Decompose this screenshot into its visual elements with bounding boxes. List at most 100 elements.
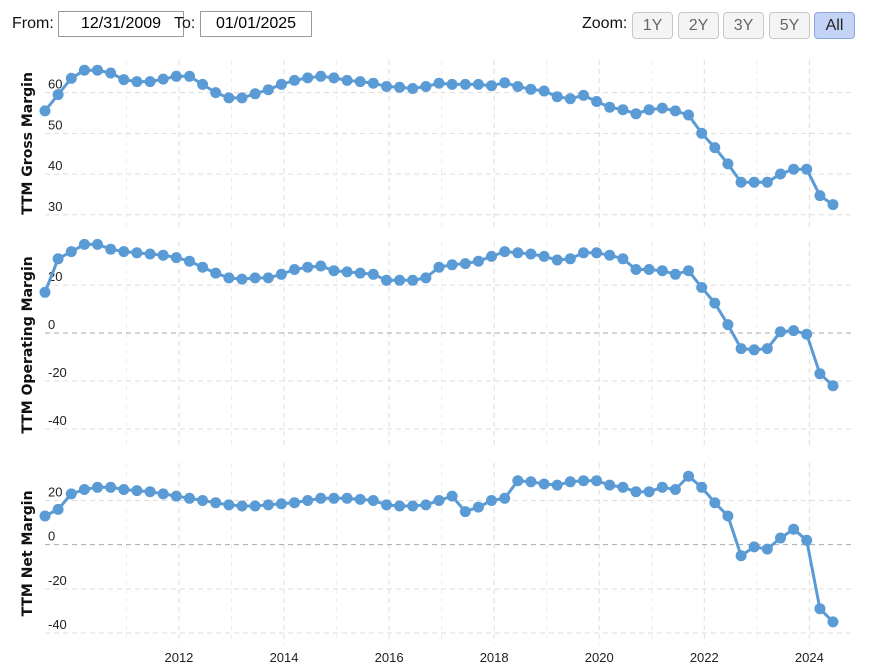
data-point-operating-57	[788, 325, 800, 337]
data-point-net-51	[709, 497, 721, 509]
data-point-operating-13	[210, 267, 222, 279]
data-point-net-4	[92, 481, 103, 493]
zoom-1y-button[interactable]: 1Y	[632, 12, 673, 39]
data-point-net-15	[236, 500, 248, 512]
data-point-gross-41	[578, 89, 589, 101]
data-point-net-41	[578, 475, 589, 487]
data-point-net-46	[643, 486, 655, 498]
data-point-operating-42	[591, 247, 603, 259]
series-line-gross	[43, 68, 834, 206]
data-point-net-38	[538, 478, 550, 490]
data-point-gross-19	[289, 74, 300, 86]
data-point-gross-16	[249, 88, 261, 100]
data-point-net-5	[105, 481, 117, 493]
data-point-gross-46	[643, 104, 655, 116]
data-point-operating-21	[315, 260, 327, 272]
data-point-operating-1	[52, 253, 64, 265]
data-point-net-7	[131, 485, 143, 497]
data-point-operating-54	[748, 344, 760, 356]
from-date-input[interactable]	[58, 11, 184, 37]
data-point-net-40	[564, 476, 576, 488]
data-point-operating-37	[525, 248, 537, 260]
data-point-net-36	[512, 475, 524, 487]
data-point-gross-51	[709, 142, 721, 154]
y-tick-label-gross: 60	[48, 77, 62, 92]
data-point-operating-22	[328, 265, 340, 277]
data-point-gross-44	[617, 104, 629, 116]
data-point-net-23	[341, 492, 353, 504]
to-date-input[interactable]	[200, 11, 312, 37]
data-point-operating-34	[486, 250, 497, 262]
data-point-gross-35	[499, 77, 511, 89]
data-point-net-22	[328, 492, 340, 504]
data-point-net-28	[407, 500, 419, 512]
data-point-net-30	[433, 495, 445, 506]
data-point-gross-28	[407, 83, 419, 94]
data-point-net-53	[735, 550, 747, 562]
data-point-net-19	[289, 497, 300, 509]
data-point-net-26	[381, 499, 392, 511]
data-point-net-58	[801, 534, 813, 546]
data-point-net-54	[748, 541, 760, 553]
data-point-gross-31	[446, 78, 458, 90]
zoom-3y-button[interactable]: 3Y	[723, 12, 764, 39]
data-point-net-44	[617, 481, 629, 493]
data-point-gross-54	[748, 176, 760, 188]
data-point-gross-53	[735, 176, 747, 188]
data-point-gross-18	[275, 78, 287, 90]
data-point-operating-27	[394, 274, 406, 286]
data-point-net-8	[144, 486, 156, 498]
data-point-net-16	[249, 500, 261, 512]
x-tick-label: 2014	[270, 650, 299, 665]
to-label: To:	[174, 15, 196, 32]
data-point-operating-24	[354, 267, 366, 279]
data-point-gross-47	[656, 102, 668, 114]
data-point-operating-52	[722, 319, 734, 331]
data-point-gross-26	[381, 81, 392, 92]
data-point-net-47	[656, 481, 668, 493]
data-point-net-55	[761, 543, 773, 555]
data-point-net-6	[118, 484, 130, 495]
data-point-gross-45	[630, 108, 642, 120]
data-point-operating-35	[499, 246, 511, 258]
y-tick-label-gross: 40	[48, 158, 62, 173]
data-point-operating-56	[775, 326, 786, 338]
data-point-gross-34	[486, 80, 497, 92]
data-point-gross-55	[761, 176, 773, 188]
data-point-operating-31	[446, 259, 458, 271]
data-point-operating-29	[420, 272, 432, 284]
data-point-net-39	[551, 479, 563, 491]
data-point-gross-17	[262, 84, 274, 96]
data-point-gross-38	[538, 85, 550, 97]
zoom-5y-button[interactable]: 5Y	[769, 12, 810, 39]
data-point-net-33	[472, 501, 484, 513]
data-point-net-35	[499, 492, 511, 504]
from-label: From:	[12, 15, 54, 32]
data-point-net-3	[78, 484, 90, 495]
data-point-operating-50	[696, 282, 708, 293]
data-point-operating-51	[709, 297, 721, 309]
data-point-net-34	[486, 495, 497, 506]
data-point-net-49	[683, 470, 694, 482]
data-point-operating-2	[65, 246, 77, 258]
data-point-net-17	[262, 499, 274, 511]
data-point-operating-53	[735, 343, 747, 355]
data-point-net-42	[591, 475, 603, 487]
data-point-net-60	[827, 616, 839, 628]
data-point-gross-3	[78, 64, 90, 76]
data-point-operating-3	[78, 238, 90, 250]
data-point-gross-39	[551, 91, 563, 103]
data-point-gross-23	[341, 74, 353, 86]
zoom-all-button[interactable]: All	[814, 12, 855, 39]
data-point-operating-23	[341, 266, 353, 278]
data-point-operating-9	[157, 249, 169, 261]
data-point-operating-0	[39, 286, 51, 298]
data-point-gross-13	[210, 87, 222, 99]
data-point-gross-36	[512, 81, 524, 92]
data-point-operating-43	[604, 249, 616, 261]
zoom-2y-button[interactable]: 2Y	[678, 12, 719, 39]
data-point-gross-40	[564, 93, 576, 105]
data-point-net-1	[52, 503, 64, 515]
data-point-net-50	[696, 481, 708, 493]
